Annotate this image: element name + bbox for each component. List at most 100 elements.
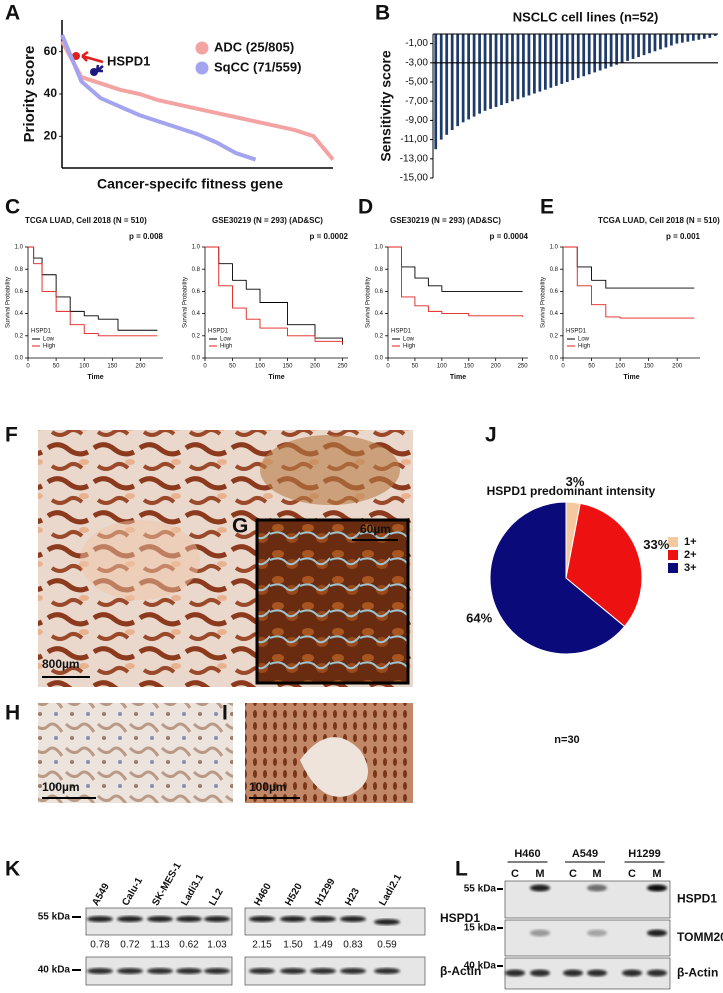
bar bbox=[593, 34, 597, 73]
blot-band bbox=[374, 919, 400, 925]
y-tick-label: -15,00 bbox=[400, 173, 429, 184]
legend-label: Low bbox=[220, 337, 232, 343]
series-line bbox=[205, 246, 343, 344]
series-line bbox=[60, 34, 257, 162]
y-tick-label: 20 bbox=[44, 128, 58, 142]
bar bbox=[653, 34, 657, 52]
bar bbox=[598, 34, 602, 71]
scale-label: 100µm bbox=[249, 780, 287, 794]
bar bbox=[554, 34, 558, 86]
bar bbox=[500, 34, 503, 106]
x-tick-label: 0 bbox=[26, 364, 30, 370]
legend-swatch bbox=[195, 41, 209, 55]
blot-band bbox=[249, 968, 275, 974]
y-tick-label: 1.0 bbox=[192, 245, 201, 251]
ratio-label: 0.62 bbox=[179, 940, 199, 951]
blot-band bbox=[587, 969, 607, 977]
x-tick-label: 50 bbox=[53, 364, 60, 370]
y-tick-label: 0.2 bbox=[550, 333, 559, 339]
series-line bbox=[60, 40, 335, 161]
x-tick-label: 150 bbox=[107, 364, 118, 370]
legend-label: High bbox=[578, 344, 590, 350]
p-value: p = 0.001 bbox=[666, 232, 701, 241]
legend-title: HSPD1 bbox=[208, 329, 229, 335]
lane-label: LL2 bbox=[207, 887, 226, 908]
bar bbox=[565, 34, 569, 82]
y-tick-label: 0.6 bbox=[375, 289, 384, 295]
scale-label: 100µm bbox=[42, 780, 80, 794]
bar bbox=[560, 34, 564, 84]
y-tick-label: 60 bbox=[44, 44, 58, 58]
panel-letter: B bbox=[375, 2, 390, 25]
blot-band bbox=[87, 968, 113, 974]
protein-label: HSPD1 bbox=[677, 892, 717, 906]
x-tick-label: 150 bbox=[282, 364, 293, 370]
x-tick-label: 250 bbox=[518, 364, 529, 370]
legend-swatch bbox=[668, 550, 678, 560]
bar bbox=[516, 34, 520, 100]
panel-letter: J bbox=[485, 424, 497, 447]
legend-label: Low bbox=[43, 337, 55, 343]
panel-letter: L bbox=[455, 858, 468, 881]
legend-label: 2+ bbox=[684, 549, 697, 561]
blot-band bbox=[530, 929, 550, 937]
y-axis-label: Survival Probability bbox=[541, 277, 547, 328]
cell-line-label: A549 bbox=[572, 848, 598, 860]
blot-band bbox=[310, 916, 336, 922]
panel-letter: H bbox=[5, 702, 20, 725]
arrow bbox=[95, 64, 104, 73]
panel-letter: C bbox=[5, 196, 20, 219]
y-axis-label: Survival Probability bbox=[183, 277, 189, 328]
y-tick-label: 1.0 bbox=[15, 245, 24, 251]
blot-band bbox=[505, 969, 525, 977]
blot-band bbox=[563, 969, 583, 977]
legend-label: Low bbox=[578, 337, 590, 343]
bar bbox=[576, 34, 580, 79]
scale-label: 60µm bbox=[360, 522, 391, 536]
bar bbox=[604, 34, 608, 69]
bar bbox=[533, 34, 536, 94]
chart-title: TCGA LUAD, Cell 2018 (N = 510) bbox=[598, 216, 720, 225]
y-tick-label: 0.2 bbox=[375, 333, 384, 339]
condition-label: C bbox=[628, 868, 636, 880]
legend-label: High bbox=[403, 344, 415, 350]
protein-label: β-Actin bbox=[677, 966, 718, 980]
x-tick-label: 200 bbox=[310, 364, 321, 370]
x-tick-label: 150 bbox=[464, 364, 475, 370]
legend-label: 3+ bbox=[684, 562, 697, 574]
x-axis-label: Cancer-specifc fitness gene bbox=[97, 176, 283, 192]
blot-band bbox=[622, 969, 642, 977]
legend-label: High bbox=[220, 344, 232, 350]
condition-label: M bbox=[652, 868, 661, 880]
ratio-label: 1.03 bbox=[207, 940, 227, 951]
bar bbox=[691, 34, 695, 41]
chart-title: GSE30219 (N = 293) (AD&SC) bbox=[212, 216, 323, 225]
ratio-label: 0.72 bbox=[120, 940, 140, 951]
bar bbox=[642, 34, 646, 56]
y-tick-label: -5,00 bbox=[405, 77, 428, 88]
legend-label: Low bbox=[403, 337, 415, 343]
bar bbox=[681, 34, 684, 43]
bar bbox=[582, 34, 586, 77]
lane-label: H23 bbox=[343, 886, 362, 908]
x-tick-label: 250 bbox=[337, 364, 348, 370]
panel-letter: I bbox=[222, 702, 228, 725]
blot-band bbox=[204, 968, 230, 974]
x-axis-label: Time bbox=[450, 374, 466, 381]
y-tick-label: 0.6 bbox=[192, 289, 201, 295]
y-axis-label: Priority score bbox=[21, 46, 38, 143]
y-tick-label: 0.8 bbox=[550, 267, 559, 273]
bar bbox=[686, 34, 690, 42]
bar bbox=[648, 34, 651, 54]
legend-swatch bbox=[668, 563, 678, 573]
bar bbox=[450, 34, 454, 130]
x-tick-label: 100 bbox=[437, 364, 448, 370]
y-tick-label: 0.8 bbox=[375, 267, 384, 273]
histology-h bbox=[38, 703, 233, 803]
lane-label: Ladi2.1 bbox=[377, 872, 404, 908]
legend-label: High bbox=[43, 344, 55, 350]
blot-band bbox=[587, 929, 607, 937]
lane-label: SK-MES-1 bbox=[150, 861, 184, 908]
bar bbox=[631, 34, 635, 59]
